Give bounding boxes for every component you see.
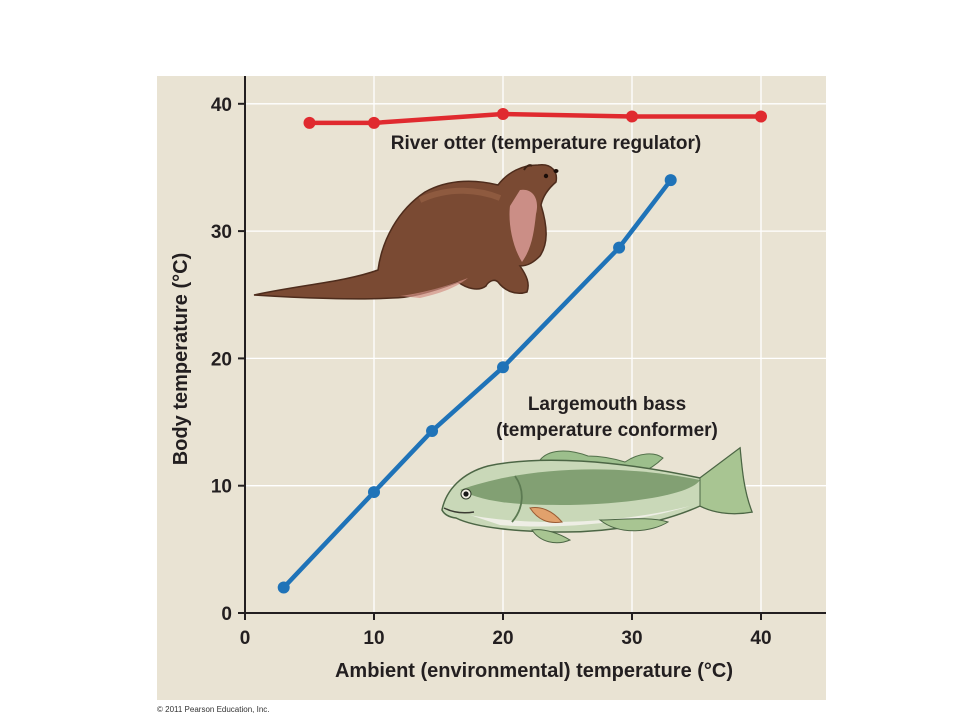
x-tick-label: 10 — [363, 628, 384, 649]
largemouth-bass-illustration — [441, 446, 754, 544]
largemouth-bass-point — [613, 241, 626, 254]
axes — [238, 76, 826, 620]
series-layer — [277, 107, 767, 594]
river-otter-point — [755, 110, 767, 123]
river-otter-illustration — [253, 163, 559, 300]
y-tick-label: 10 — [211, 477, 232, 498]
x-tick-label: 20 — [492, 628, 513, 649]
river-otter-point — [303, 116, 316, 129]
y-tick-label: 30 — [211, 222, 232, 243]
x-axis-label: Ambient (environmental) temperature (°C) — [335, 660, 733, 682]
x-tick-label: 30 — [621, 628, 642, 649]
plot-background — [157, 76, 826, 700]
tick-labels: 0 10 20 30 40 0 10 20 30 40 — [211, 95, 772, 649]
largemouth-bass-point — [497, 361, 509, 374]
y-tick-label: 0 — [221, 604, 232, 625]
x-tick-label: 0 — [240, 628, 251, 649]
largemouth-bass-point — [426, 424, 439, 437]
largemouth-bass-line — [282, 178, 673, 590]
copyright-notice: © 2011 Pearson Education, Inc. — [157, 705, 270, 714]
largemouth-bass-point — [664, 174, 677, 187]
y-axis-label: Body temperature (°C) — [170, 253, 192, 465]
largemouth-bass-point — [368, 486, 380, 499]
largemouth-bass-series-label-line1: Largemouth bass — [528, 394, 686, 415]
river-otter-point — [497, 107, 509, 120]
river-otter-point — [368, 116, 380, 129]
y-tick-label: 40 — [211, 95, 232, 116]
x-tick-label: 40 — [750, 628, 771, 649]
y-tick-label: 20 — [211, 349, 232, 370]
river-otter-series-label: River otter (temperature regulator) — [391, 133, 701, 154]
largemouth-bass-series-label-line2: (temperature conformer) — [496, 420, 718, 441]
largemouth-bass-point — [277, 581, 290, 594]
river-otter-point — [626, 110, 638, 123]
